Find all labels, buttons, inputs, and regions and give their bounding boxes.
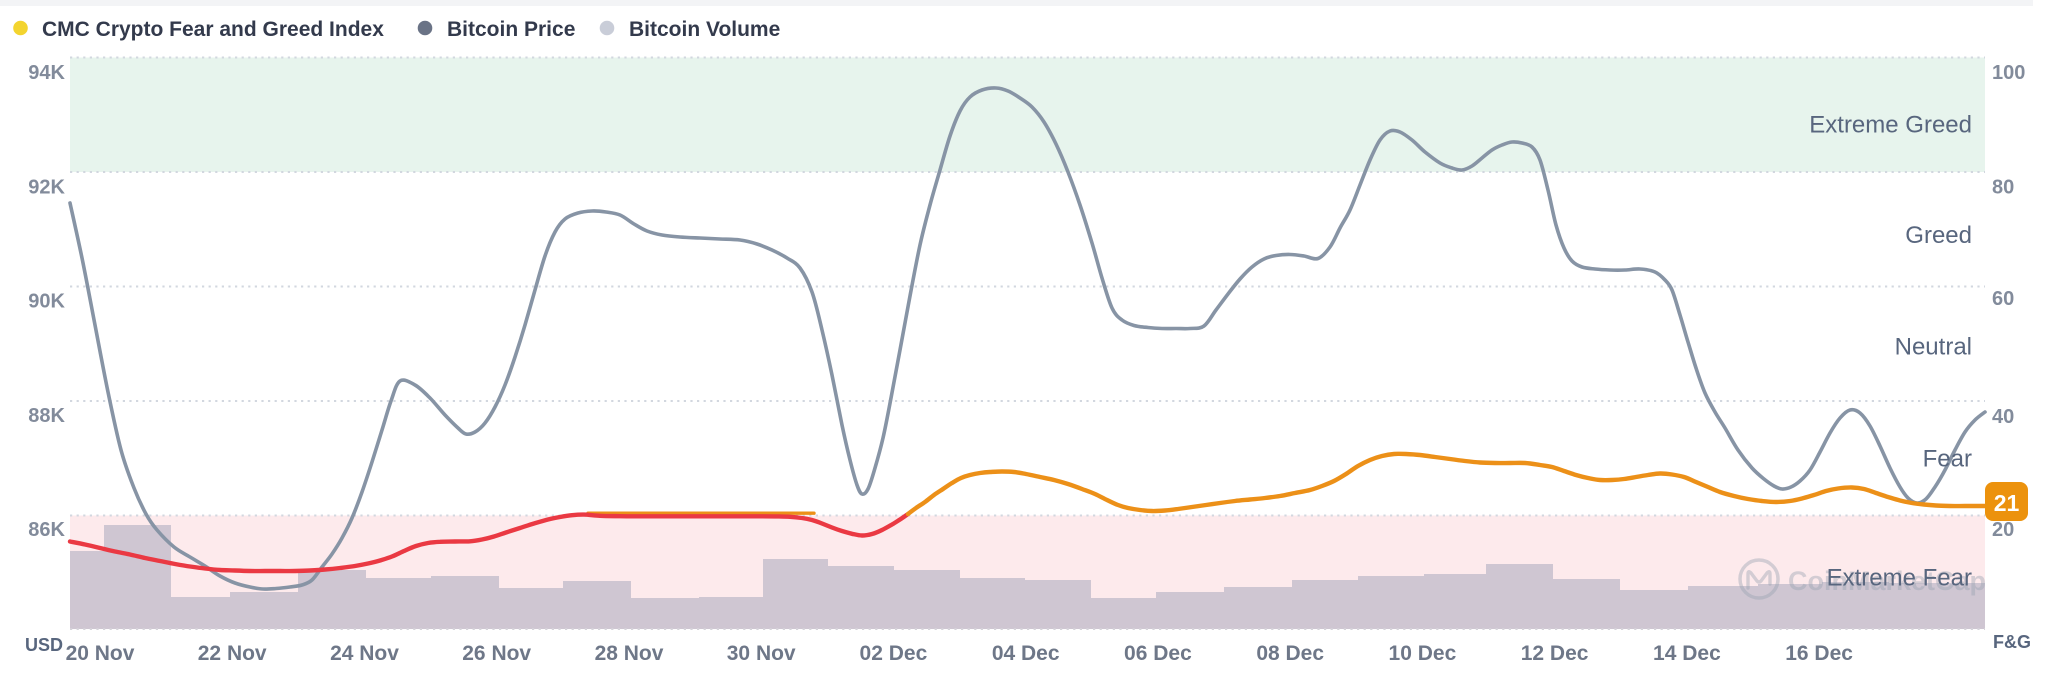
svg-text:92K: 92K [28,177,65,199]
svg-text:20 Nov: 20 Nov [66,642,135,665]
svg-text:Extreme Greed: Extreme Greed [1809,112,1972,139]
svg-text:16 Dec: 16 Dec [1785,642,1853,665]
svg-text:Fear: Fear [1923,446,1972,473]
svg-text:CoinMarketCap: CoinMarketCap [1788,566,1986,596]
svg-text:20: 20 [1992,519,2014,541]
svg-text:40: 40 [1992,406,2014,428]
svg-text:94K: 94K [28,62,65,84]
svg-text:Greed: Greed [1905,222,1972,249]
svg-text:F&G: F&G [1993,632,2031,652]
svg-text:02 Dec: 02 Dec [860,642,928,665]
svg-text:21: 21 [1994,490,2020,516]
svg-text:12 Dec: 12 Dec [1521,642,1589,665]
svg-text:Bitcoin Price: Bitcoin Price [447,18,575,41]
svg-text:80: 80 [1992,177,2014,199]
svg-text:06 Dec: 06 Dec [1124,642,1192,665]
svg-text:26 Nov: 26 Nov [462,642,531,665]
svg-text:100: 100 [1992,62,2025,84]
svg-text:08 Dec: 08 Dec [1256,642,1324,665]
svg-text:24 Nov: 24 Nov [330,642,399,665]
svg-text:Neutral: Neutral [1895,334,1972,361]
svg-text:86K: 86K [28,519,65,541]
svg-text:10 Dec: 10 Dec [1389,642,1457,665]
svg-text:CMC Crypto Fear and Greed Inde: CMC Crypto Fear and Greed Index [42,18,384,41]
svg-text:60: 60 [1992,288,2014,310]
svg-text:88K: 88K [28,405,65,427]
svg-text:90K: 90K [28,291,65,313]
svg-text:22 Nov: 22 Nov [198,642,267,665]
svg-text:Extreme Fear: Extreme Fear [1827,565,1972,592]
svg-text:04 Dec: 04 Dec [992,642,1060,665]
svg-text:28 Nov: 28 Nov [595,642,664,665]
svg-text:14 Dec: 14 Dec [1653,642,1721,665]
svg-text:Bitcoin Volume: Bitcoin Volume [629,18,780,41]
svg-text:30 Nov: 30 Nov [727,642,796,665]
svg-text:USD: USD [25,635,63,655]
